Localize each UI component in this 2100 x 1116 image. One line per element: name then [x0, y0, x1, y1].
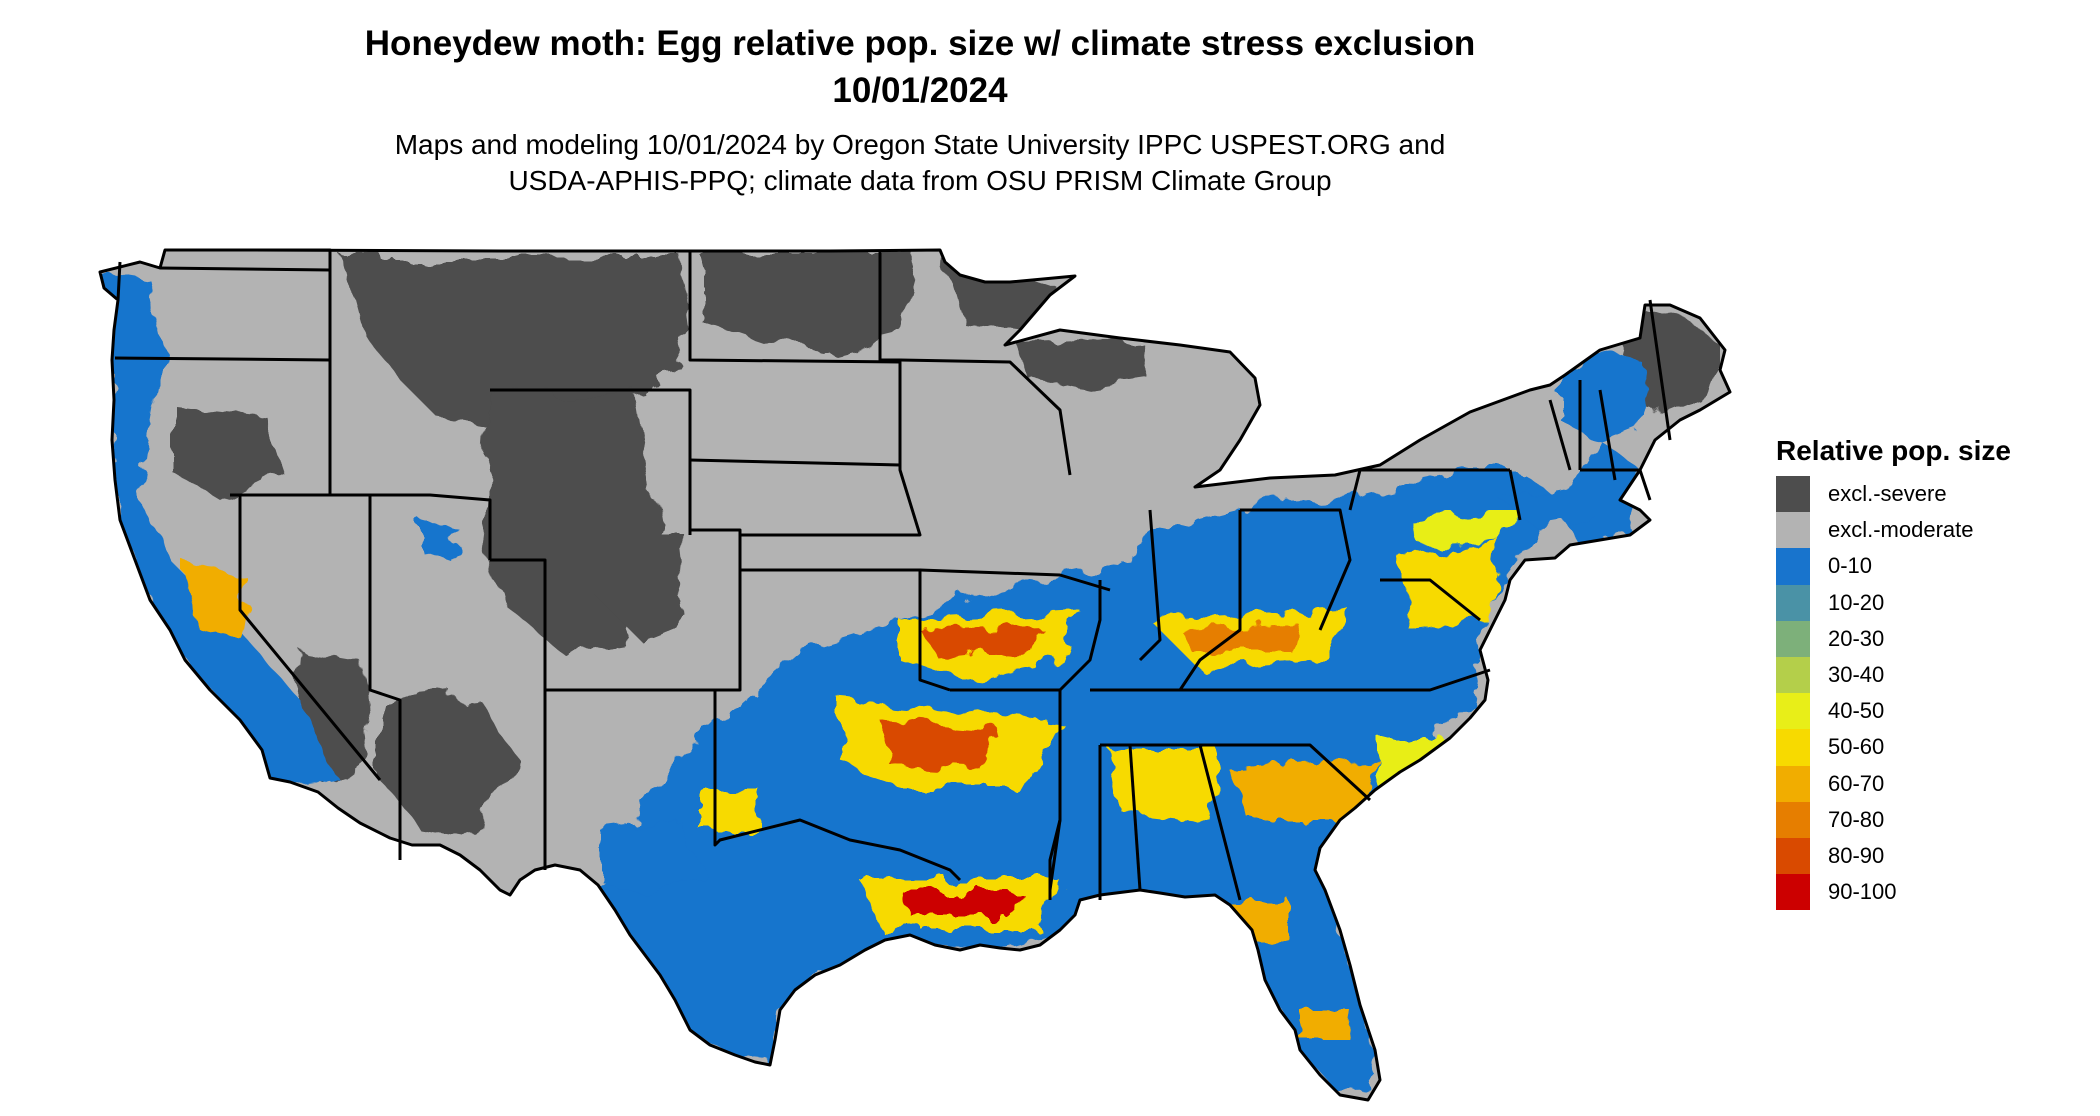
legend-items: excl.-severe excl.-moderate 0-10 10-20 20-30…: [1776, 476, 2076, 911]
legend-item: 30-40: [1776, 656, 2076, 694]
legend-swatch: [1776, 656, 1810, 694]
legend-label: 50-60: [1828, 734, 1885, 760]
legend-swatch: [1776, 801, 1810, 838]
legend-item: 0-10: [1776, 548, 2076, 585]
legend: Relative pop. size excl.-severe excl.-mod…: [1776, 434, 2076, 911]
legend-swatch: [1776, 874, 1810, 911]
map-title-line1: Honeydew moth: Egg relative pop. size w/…: [364, 24, 1476, 63]
map-subtitle-line1: Maps and modeling 10/01/2024 by Oregon S…: [394, 129, 1446, 160]
map-subtitle-line2: USDA-APHIS-PPQ; climate data from OSU PR…: [508, 165, 1332, 196]
legend-label: 70-80: [1828, 806, 1885, 832]
region-high-pop: [180, 510, 1520, 1040]
legend-item: 20-30: [1776, 620, 2076, 657]
legend-item: 70-80: [1776, 801, 2076, 838]
legend-label: 0-10: [1828, 553, 1873, 579]
legend-swatch: [1776, 693, 1810, 730]
legend-item: 80-90: [1776, 837, 2076, 875]
legend-swatch: [1776, 584, 1810, 621]
legend-item: excl.-moderate: [1776, 512, 2076, 549]
legend-swatch: [1776, 620, 1810, 657]
map-title-date: 10/01/2024: [832, 71, 1008, 110]
legend-title: Relative pop. size: [1776, 435, 2011, 466]
state-borders: [98, 248, 1732, 1102]
legend-label: 90-100: [1828, 879, 1897, 905]
legend-label: 10-20: [1828, 589, 1885, 615]
legend-label: 60-70: [1828, 770, 1885, 796]
legend-swatch: [1776, 729, 1810, 766]
legend-item: 40-50: [1776, 693, 2076, 730]
legend-item: 90-100: [1776, 874, 2076, 911]
legend-item: excl.-severe: [1776, 476, 2076, 513]
legend-swatch: [1776, 548, 1810, 585]
us-map: [98, 248, 1732, 1102]
legend-label: 40-50: [1828, 698, 1885, 724]
legend-label: excl.-moderate: [1828, 517, 1974, 543]
legend-label: 20-30: [1828, 625, 1885, 651]
legend-label: excl.-severe: [1828, 481, 1947, 507]
legend-item: 50-60: [1776, 729, 2076, 766]
legend-swatch: [1776, 476, 1810, 513]
legend-swatch: [1776, 765, 1810, 802]
legend-item: 10-20: [1776, 584, 2076, 621]
legend-swatch: [1776, 512, 1810, 549]
legend-item: 60-70: [1776, 765, 2076, 802]
legend-label: 30-40: [1828, 662, 1885, 688]
legend-swatch: [1776, 837, 1810, 875]
legend-label: 80-90: [1828, 842, 1885, 868]
